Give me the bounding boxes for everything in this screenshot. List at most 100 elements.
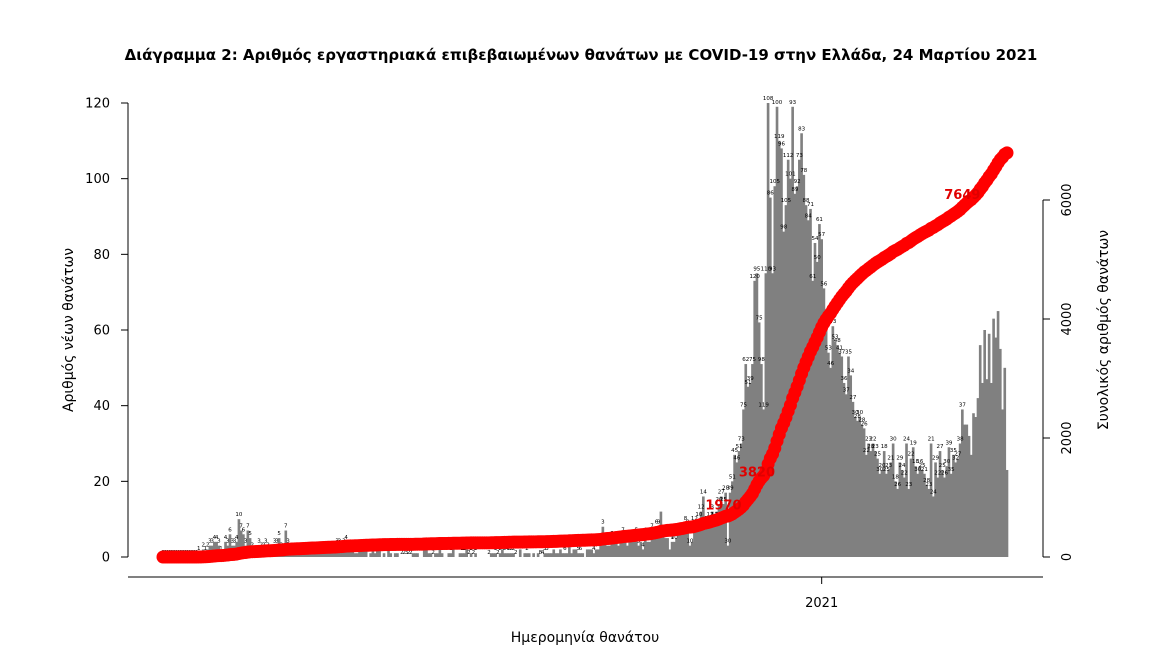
bar-value-label: 27 [954, 452, 961, 458]
bar-value-label: 50 [814, 255, 821, 261]
bar [643, 534, 647, 557]
bar [914, 466, 917, 557]
bar-value-label: 51 [736, 444, 743, 450]
bar [981, 382, 984, 557]
bar-value-label: 10 [235, 512, 242, 518]
bar [369, 553, 372, 557]
bar-value-label: 30 [856, 410, 863, 416]
bar [664, 538, 667, 557]
bar-value-label: 53 [825, 346, 832, 352]
bar [697, 519, 701, 557]
bar [684, 522, 687, 557]
bar [869, 451, 873, 557]
bar [963, 424, 966, 557]
bar [429, 553, 433, 557]
bar-value-label: 61 [816, 217, 823, 223]
bar [934, 462, 937, 557]
bar [936, 477, 940, 557]
bar [769, 197, 772, 558]
bar-value-label: 21 [887, 455, 894, 461]
bar-value-label: 34 [847, 368, 854, 374]
bar [465, 549, 468, 557]
bar-value-label: 4 [344, 535, 348, 541]
bar-value-label: 25 [720, 497, 727, 503]
bar-value-label: 2 [512, 546, 516, 552]
bar [463, 553, 466, 557]
bar [608, 545, 611, 557]
bar [972, 413, 975, 557]
bar [880, 469, 884, 557]
bar [556, 553, 560, 557]
bar-value-label: 35 [845, 349, 852, 355]
bar [713, 519, 716, 557]
bar [1003, 367, 1007, 557]
bar [474, 553, 477, 557]
bar-value-label: 5 [637, 539, 641, 545]
bar [780, 148, 783, 557]
bar [313, 553, 317, 557]
bar-value-label: 30 [943, 459, 950, 465]
bar [422, 545, 426, 557]
bar-value-label: 7 [284, 524, 288, 530]
bar [891, 443, 895, 557]
bar-value-label: 21 [928, 437, 935, 443]
bar [675, 538, 678, 557]
bar [710, 511, 714, 557]
bar-value-label: 26 [941, 471, 948, 477]
bar [849, 375, 853, 557]
bar-value-label: 2 [507, 546, 511, 552]
bar-value-label: 24 [903, 437, 910, 443]
y-tick-label: 20 [93, 475, 110, 490]
bar-value-label: 25 [919, 463, 926, 469]
bar-value-label: 78 [800, 168, 807, 174]
bar [822, 288, 826, 557]
bar [492, 553, 495, 557]
bar [905, 443, 908, 557]
bar-value-label: 3 [286, 539, 290, 545]
y-axis-label: Αριθμός νέων θανάτων [61, 248, 77, 412]
bar-value-label: 75 [740, 402, 747, 408]
bar [349, 549, 352, 557]
bar [552, 549, 556, 557]
bar [706, 522, 710, 557]
bar [757, 322, 761, 557]
bar-value-label: 71 [807, 202, 814, 208]
bar [929, 443, 933, 557]
x-tick-label: 2021 [805, 596, 838, 611]
bar [498, 553, 502, 557]
bar [324, 553, 328, 557]
bar-value-label: 3 [264, 539, 268, 545]
bar [681, 534, 685, 557]
bar [648, 541, 652, 557]
bar-value-label: 3 [405, 550, 409, 556]
bar [378, 549, 381, 557]
bar [373, 553, 377, 557]
bar-value-label: 112 [783, 153, 794, 159]
bar-value-label: 10 [695, 512, 702, 518]
bar [722, 504, 725, 557]
bar-value-label: 38 [957, 437, 964, 443]
bar-value-label: 3 [226, 539, 230, 545]
bar-value-label: 37 [838, 349, 845, 355]
bar [829, 367, 832, 557]
bar [693, 522, 696, 557]
bar-value-label: 4 [505, 546, 509, 552]
bar [501, 549, 504, 557]
bar-value-label: 98 [758, 357, 765, 363]
bar [641, 549, 645, 557]
bar [820, 239, 823, 557]
bar-value-label: 39 [747, 376, 754, 382]
bar-value-label: 100 [772, 100, 783, 106]
bar-value-label: 61 [809, 274, 816, 280]
bar [813, 242, 817, 557]
bar [657, 526, 660, 557]
bar [438, 549, 442, 557]
bar-value-label: 27 [937, 444, 944, 450]
bar-value-label: 83 [798, 126, 805, 132]
bar-value-label: 41 [836, 346, 843, 352]
bar-value-label: 8 [684, 516, 688, 522]
bar [708, 519, 712, 557]
bar [751, 364, 754, 557]
bar [766, 103, 770, 557]
bar-value-label: 4 [592, 546, 596, 552]
